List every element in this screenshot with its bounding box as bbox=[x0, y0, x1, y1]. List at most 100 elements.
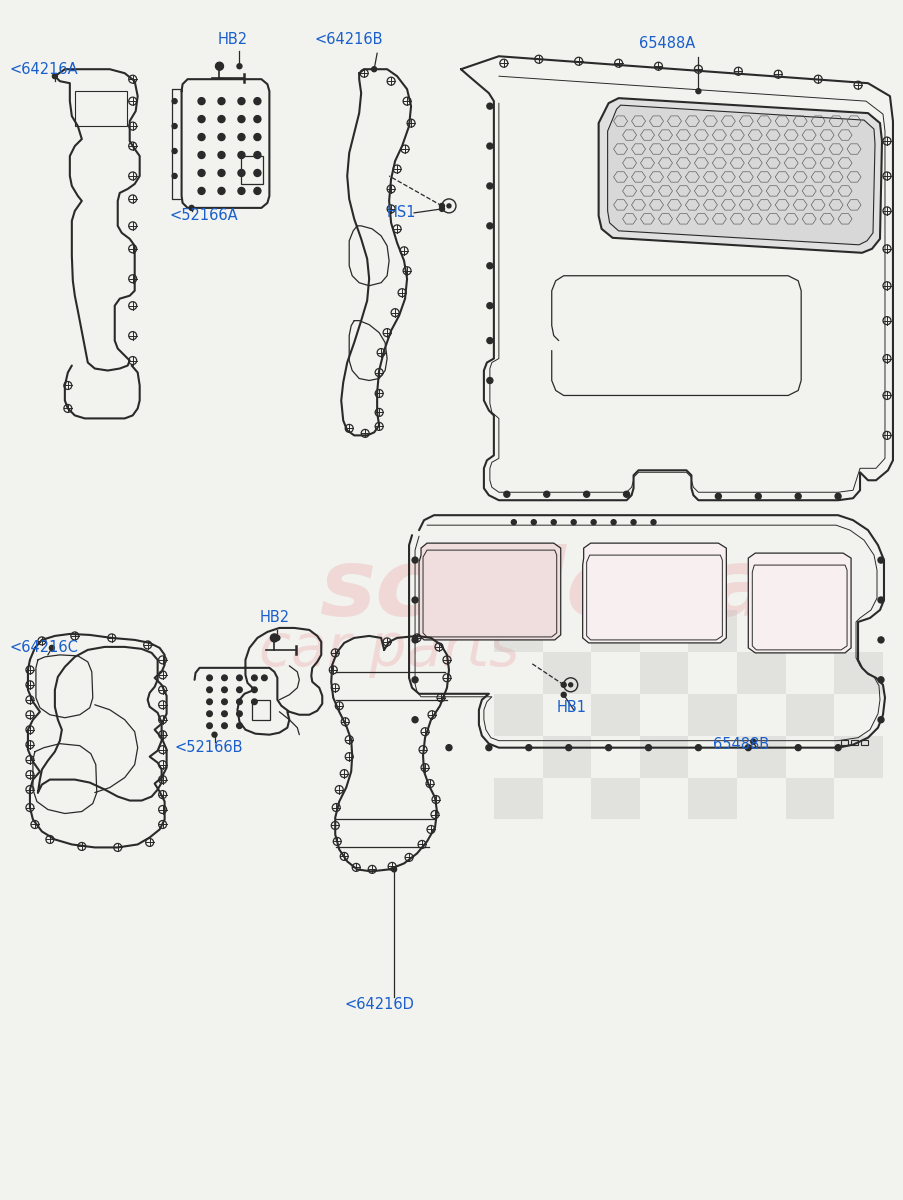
Circle shape bbox=[254, 97, 261, 104]
Polygon shape bbox=[582, 544, 725, 643]
Text: HB2: HB2 bbox=[259, 611, 289, 625]
Text: <64216A: <64216A bbox=[10, 61, 79, 77]
Circle shape bbox=[237, 115, 245, 122]
Text: HS1: HS1 bbox=[386, 205, 416, 221]
Text: scuderia: scuderia bbox=[319, 544, 772, 636]
Circle shape bbox=[531, 520, 535, 524]
Polygon shape bbox=[748, 553, 850, 653]
Bar bbox=[785, 694, 833, 736]
Circle shape bbox=[610, 520, 616, 524]
Circle shape bbox=[237, 676, 242, 680]
Circle shape bbox=[198, 97, 205, 104]
Circle shape bbox=[561, 683, 565, 688]
Circle shape bbox=[261, 676, 267, 680]
Circle shape bbox=[254, 151, 261, 158]
Text: <64216B: <64216B bbox=[314, 31, 382, 47]
Circle shape bbox=[270, 634, 278, 642]
Bar bbox=[833, 652, 882, 694]
Circle shape bbox=[275, 636, 280, 641]
Circle shape bbox=[714, 493, 721, 499]
Circle shape bbox=[623, 491, 628, 497]
Circle shape bbox=[221, 698, 227, 704]
Circle shape bbox=[189, 205, 194, 210]
Circle shape bbox=[237, 151, 245, 158]
Circle shape bbox=[218, 97, 225, 104]
Circle shape bbox=[439, 204, 444, 209]
Circle shape bbox=[215, 62, 223, 71]
Circle shape bbox=[237, 64, 242, 68]
Circle shape bbox=[834, 493, 840, 499]
Circle shape bbox=[834, 745, 840, 751]
Circle shape bbox=[50, 646, 54, 650]
Circle shape bbox=[207, 710, 212, 716]
Bar bbox=[688, 610, 736, 652]
Circle shape bbox=[695, 89, 700, 94]
Text: HB1: HB1 bbox=[556, 701, 586, 715]
Circle shape bbox=[221, 688, 227, 692]
Bar bbox=[785, 610, 833, 652]
Text: <52166A: <52166A bbox=[170, 209, 238, 223]
Circle shape bbox=[237, 169, 245, 176]
Circle shape bbox=[503, 491, 509, 497]
Circle shape bbox=[237, 187, 245, 194]
Circle shape bbox=[198, 151, 205, 158]
Circle shape bbox=[237, 722, 242, 728]
Circle shape bbox=[391, 866, 396, 872]
Circle shape bbox=[251, 698, 257, 704]
Circle shape bbox=[591, 520, 595, 524]
Circle shape bbox=[877, 677, 883, 683]
Text: HB2: HB2 bbox=[218, 31, 247, 47]
Circle shape bbox=[630, 520, 636, 524]
Circle shape bbox=[218, 133, 225, 140]
Circle shape bbox=[571, 520, 575, 524]
Circle shape bbox=[568, 683, 573, 686]
Circle shape bbox=[551, 520, 555, 524]
Circle shape bbox=[371, 67, 377, 72]
Bar bbox=[840, 739, 847, 745]
Circle shape bbox=[237, 688, 242, 692]
Bar bbox=[542, 736, 591, 778]
Text: 65488A: 65488A bbox=[638, 36, 694, 50]
Circle shape bbox=[218, 151, 225, 158]
Circle shape bbox=[198, 115, 205, 122]
Circle shape bbox=[254, 133, 261, 140]
Circle shape bbox=[172, 149, 177, 154]
Circle shape bbox=[198, 187, 205, 194]
Text: <64216D: <64216D bbox=[344, 996, 414, 1012]
Bar bbox=[252, 700, 270, 720]
Circle shape bbox=[212, 732, 217, 737]
Circle shape bbox=[487, 302, 492, 308]
Circle shape bbox=[207, 688, 212, 692]
Bar bbox=[591, 778, 639, 820]
Circle shape bbox=[795, 493, 800, 499]
Circle shape bbox=[237, 97, 245, 104]
Circle shape bbox=[207, 698, 212, 704]
Circle shape bbox=[744, 745, 750, 751]
Bar bbox=[833, 736, 882, 778]
Circle shape bbox=[487, 143, 492, 149]
Bar bbox=[736, 736, 785, 778]
Circle shape bbox=[237, 710, 242, 716]
Circle shape bbox=[254, 187, 261, 194]
Bar bbox=[493, 694, 542, 736]
Bar bbox=[688, 694, 736, 736]
Polygon shape bbox=[598, 98, 881, 253]
Polygon shape bbox=[419, 544, 560, 640]
Circle shape bbox=[412, 557, 417, 563]
Circle shape bbox=[237, 698, 242, 704]
Circle shape bbox=[511, 520, 516, 524]
Circle shape bbox=[412, 677, 417, 683]
Circle shape bbox=[650, 520, 656, 524]
Bar bbox=[542, 652, 591, 694]
Circle shape bbox=[487, 223, 492, 229]
Circle shape bbox=[605, 745, 611, 751]
Circle shape bbox=[254, 115, 261, 122]
Text: <64216C: <64216C bbox=[10, 641, 79, 655]
Bar bbox=[493, 610, 542, 652]
Circle shape bbox=[172, 124, 177, 128]
Circle shape bbox=[561, 692, 565, 697]
Bar bbox=[736, 652, 785, 694]
Bar bbox=[591, 610, 639, 652]
Circle shape bbox=[218, 187, 225, 194]
Circle shape bbox=[445, 745, 452, 751]
